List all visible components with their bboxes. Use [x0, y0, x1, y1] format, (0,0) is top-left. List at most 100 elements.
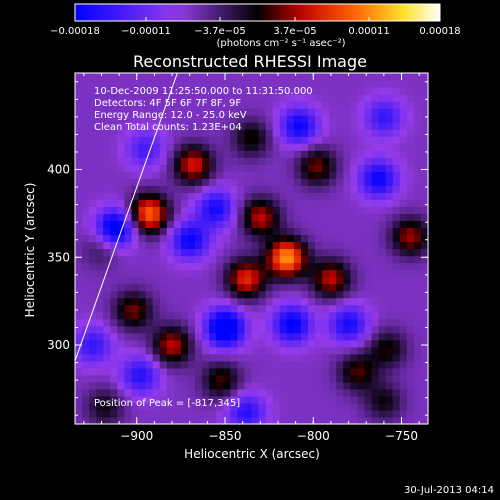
heatmap-cell: [258, 122, 267, 130]
heatmap-cell: [272, 290, 281, 299]
heatmap-cell: [195, 402, 203, 411]
heatmap-cell: [329, 339, 337, 348]
heatmap-cell: [265, 87, 274, 95]
heatmap-cell: [420, 360, 429, 369]
heatmap-cell: [265, 269, 274, 278]
heatmap-cell: [399, 290, 408, 299]
heatmap-cell: [399, 332, 408, 341]
heatmap-cell: [392, 136, 401, 144]
heatmap-cell: [413, 206, 422, 214]
heatmap-cell: [413, 80, 422, 88]
heatmap-cell: [230, 409, 238, 418]
heatmap-cell: [315, 101, 323, 109]
heatmap-cell: [378, 73, 387, 81]
heatmap-cell: [343, 353, 351, 362]
heatmap-cell: [159, 94, 168, 102]
heatmap-cell: [258, 311, 267, 320]
heatmap-cell: [329, 311, 337, 320]
heatmap-cell: [230, 346, 238, 355]
heatmap-cell: [244, 73, 253, 81]
heatmap-cell: [195, 129, 203, 137]
heatmap-cell: [138, 262, 147, 271]
heatmap-cell: [166, 339, 175, 348]
heatmap-cell: [117, 367, 126, 376]
heatmap-cell: [166, 367, 175, 376]
heatmap-cell: [371, 304, 380, 313]
heatmap-cell: [357, 73, 366, 81]
heatmap-cell: [420, 108, 429, 116]
heatmap-cell: [315, 80, 323, 88]
heatmap-cell: [89, 80, 97, 88]
heatmap-cell: [166, 227, 175, 236]
heatmap-cell: [223, 213, 231, 222]
heatmap-cell: [237, 213, 246, 222]
heatmap-cell: [82, 227, 90, 236]
heatmap-cell: [96, 192, 104, 200]
heatmap-cell: [89, 311, 97, 320]
heatmap-cell: [413, 136, 422, 144]
heatmap-cell: [131, 143, 140, 151]
heatmap-cell: [216, 171, 224, 179]
heatmap-cell: [378, 318, 387, 327]
heatmap-cell: [272, 94, 281, 102]
heatmap-cell: [230, 241, 238, 250]
heatmap-cell: [202, 248, 210, 257]
heatmap-cell: [364, 388, 373, 397]
heatmap-cell: [258, 290, 267, 299]
heatmap-cell: [343, 297, 351, 306]
heatmap-cell: [180, 73, 189, 81]
heatmap-cell: [89, 178, 97, 186]
heatmap-cell: [350, 395, 358, 404]
heatmap-cell: [195, 332, 203, 341]
heatmap-cell: [307, 381, 316, 390]
heatmap-cell: [89, 332, 97, 341]
heatmap-cell: [82, 108, 90, 116]
heatmap-cell: [420, 339, 429, 348]
heatmap-cell: [173, 73, 182, 81]
heatmap-cell: [286, 325, 295, 334]
heatmap-cell: [385, 248, 394, 257]
clean-counts-label: Clean Total counts: 1.23E+04: [94, 122, 242, 133]
heatmap-cell: [152, 318, 161, 327]
heatmap-cell: [202, 94, 210, 102]
heatmap-cell: [173, 311, 182, 320]
heatmap-cell: [265, 262, 274, 271]
heatmap-cell: [202, 276, 210, 285]
heatmap-cell: [350, 353, 358, 362]
heatmap-cell: [152, 290, 161, 299]
heatmap-cell: [350, 87, 358, 95]
heatmap-cell: [237, 94, 246, 102]
heatmap-cell: [103, 346, 111, 355]
heatmap-cell: [166, 73, 175, 81]
heatmap-cell: [195, 311, 203, 320]
heatmap-cell: [286, 416, 295, 425]
heatmap-cell: [420, 136, 429, 144]
heatmap-cell: [244, 108, 253, 116]
heatmap-cell: [300, 402, 309, 411]
heatmap-cell: [329, 381, 337, 390]
heatmap-cell: [166, 325, 175, 334]
heatmap-cell: [307, 311, 316, 320]
heatmap-cell: [223, 248, 231, 257]
heatmap-cell: [258, 171, 267, 179]
heatmap-cell: [329, 199, 337, 207]
heatmap-cell: [209, 199, 217, 207]
heatmap-cell: [103, 248, 111, 257]
heatmap-cell: [286, 192, 295, 200]
heatmap-cell: [237, 353, 246, 362]
heatmap-cell: [152, 94, 161, 102]
heatmap-cell: [378, 409, 387, 418]
heatmap-cell: [131, 304, 140, 313]
heatmap-cell: [89, 185, 97, 193]
heatmap-cell: [322, 409, 330, 418]
heatmap-cell: [138, 80, 147, 88]
heatmap-cell: [131, 353, 140, 362]
heatmap-cell: [413, 311, 422, 320]
heatmap-cell: [166, 402, 175, 411]
heatmap-cell: [286, 164, 295, 172]
heatmap-cell: [152, 269, 161, 278]
heatmap-cell: [385, 262, 394, 271]
heatmap-cell: [371, 171, 380, 179]
heatmap-cell: [293, 87, 302, 95]
heatmap-cell: [300, 416, 309, 425]
